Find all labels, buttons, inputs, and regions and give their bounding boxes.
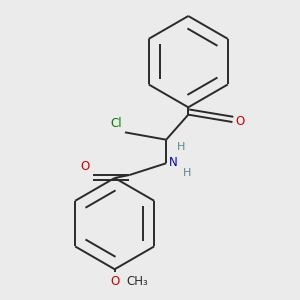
Text: O: O <box>80 160 90 173</box>
Text: H: H <box>182 168 191 178</box>
Text: N: N <box>169 156 178 169</box>
Text: O: O <box>110 275 119 288</box>
Text: CH₃: CH₃ <box>126 275 148 288</box>
Text: Cl: Cl <box>110 117 122 130</box>
Text: O: O <box>236 115 244 128</box>
Text: H: H <box>176 142 185 152</box>
